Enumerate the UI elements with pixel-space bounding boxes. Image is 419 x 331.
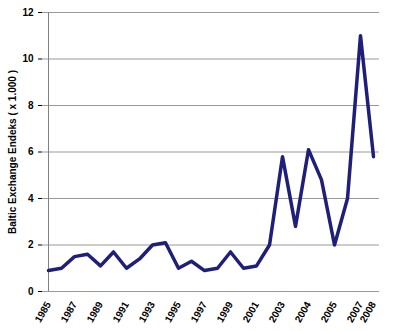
svg-text:2004: 2004 <box>292 299 313 324</box>
svg-text:6: 6 <box>28 146 34 157</box>
svg-text:8: 8 <box>28 100 34 111</box>
svg-text:2005: 2005 <box>318 299 339 324</box>
svg-text:1989: 1989 <box>84 299 105 324</box>
svg-text:10: 10 <box>22 53 34 64</box>
svg-text:1999: 1999 <box>214 299 235 324</box>
svg-text:2003: 2003 <box>266 299 287 324</box>
svg-text:1991: 1991 <box>110 299 131 324</box>
svg-text:1997: 1997 <box>188 299 209 324</box>
svg-text:1995: 1995 <box>162 299 183 324</box>
svg-text:12: 12 <box>22 7 34 18</box>
svg-text:2008: 2008 <box>357 299 378 324</box>
svg-text:1985: 1985 <box>32 299 53 324</box>
svg-text:Baltic Exchange Endeks ( x 1.0: Baltic Exchange Endeks ( x 1.000 ) <box>7 70 18 234</box>
svg-text:2001: 2001 <box>240 299 261 324</box>
svg-text:4: 4 <box>28 193 34 204</box>
svg-text:0: 0 <box>28 286 34 297</box>
svg-text:2: 2 <box>28 239 34 250</box>
svg-text:1993: 1993 <box>136 299 157 324</box>
svg-text:1987: 1987 <box>58 299 79 324</box>
svg-text:2007: 2007 <box>344 299 365 325</box>
